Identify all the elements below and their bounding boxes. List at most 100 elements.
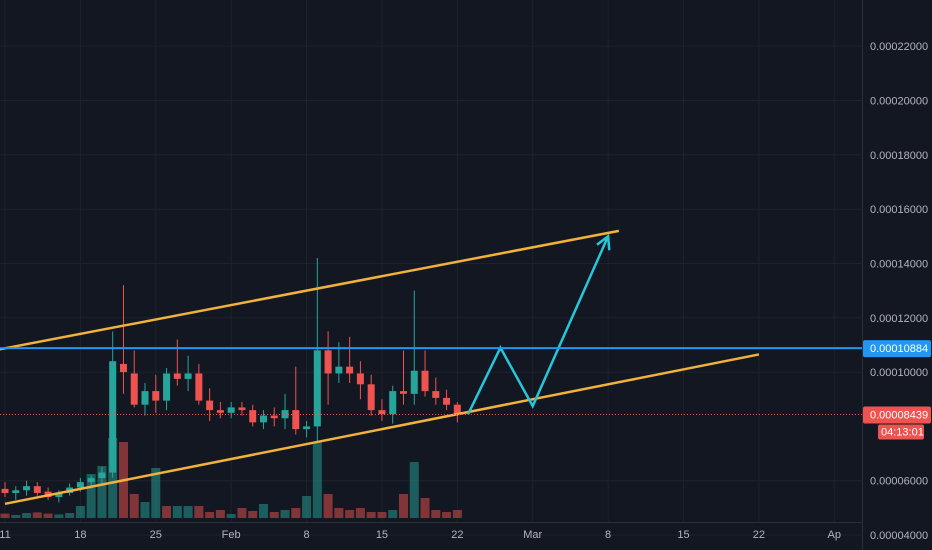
candle-body [259, 415, 267, 423]
volume-bar [323, 494, 333, 518]
volume-bar [75, 506, 85, 518]
volume-bar [129, 494, 139, 518]
time-tick-label: Feb [222, 529, 241, 541]
candle-body [432, 391, 440, 398]
volume-bar [151, 468, 161, 518]
price-tick-label: 0.00012000 [870, 313, 928, 325]
candle-body [410, 370, 418, 394]
candle-body [249, 410, 257, 423]
volume-bar [302, 496, 312, 518]
price-axis[interactable]: 0.00022000 0.00020000 0.00018000 0.00016000… [870, 41, 928, 542]
price-tick-label: 0.00016000 [870, 204, 928, 216]
candle-body [98, 472, 106, 479]
candle-body [163, 373, 171, 401]
candle-body [313, 350, 321, 427]
candle-body [443, 397, 451, 405]
volume-bar [388, 510, 398, 518]
volume-bar [0, 513, 10, 518]
volume-bar [97, 466, 107, 518]
volume-bar [194, 506, 204, 518]
volume-bar [248, 511, 258, 518]
volume-bar [291, 508, 301, 518]
volume-bar [312, 442, 322, 518]
volume-bar [420, 498, 430, 518]
volume-bar [345, 510, 355, 518]
candle-body [33, 486, 41, 493]
candle-body [195, 373, 203, 401]
candle-body [119, 363, 127, 373]
candle-body [356, 373, 364, 385]
volume-bar [258, 504, 268, 518]
time-axis[interactable]: 11 18 25 Feb 8 15 22 Mar 8 15 22 Ap [0, 529, 841, 541]
price-tick-label: 0.00006000 [870, 476, 928, 488]
candlestick-series [1, 258, 461, 503]
volume-bar [162, 506, 172, 518]
candle-body [346, 366, 354, 374]
candle-body [238, 407, 246, 411]
volume-bar [226, 514, 236, 518]
candle-body [292, 410, 300, 430]
candle-body [303, 426, 311, 430]
chart-grid [0, 0, 863, 550]
candle-body [335, 366, 343, 374]
volume-bar [172, 506, 182, 518]
volume-bar [183, 506, 193, 518]
time-tick-label: 8 [303, 529, 309, 541]
candle-body [421, 370, 429, 392]
candle-body [109, 361, 117, 473]
time-tick-label: 18 [74, 529, 86, 541]
volume-bar [237, 508, 247, 518]
reference-price-label: 0.00010884 [870, 343, 928, 355]
volume-bar [43, 513, 53, 518]
volume-bar [280, 510, 290, 518]
candle-body [1, 488, 9, 493]
volume-bar [334, 508, 344, 518]
last-price-box [863, 406, 931, 424]
candle-body [55, 492, 63, 498]
candle-body [130, 373, 138, 405]
volume-bar [215, 510, 225, 518]
volume-bar [140, 502, 150, 518]
upper-trendline [0, 229, 620, 351]
candle-body [367, 384, 375, 411]
price-tick-label: 0.00004000 [870, 530, 928, 542]
candle-body [184, 373, 192, 379]
time-tick-label: 15 [376, 529, 388, 541]
volume-bar [22, 513, 32, 518]
price-labels: 0.00010884 0.00008439 04:13:01 [863, 340, 931, 440]
candle-body [270, 415, 278, 419]
bar-countdown-label: 04:13:01 [881, 426, 924, 438]
reference-price-box [863, 340, 931, 358]
candle-body [206, 400, 214, 411]
candle-body [453, 404, 461, 415]
candle-body [23, 486, 31, 491]
time-tick-label: 8 [605, 529, 611, 541]
time-tick-label: 11 [0, 529, 11, 541]
time-tick-label: 22 [451, 529, 463, 541]
candle-body [152, 391, 160, 401]
countdown-box [878, 424, 924, 440]
lower-trendline [4, 353, 760, 506]
price-tick-label: 0.00018000 [870, 150, 928, 162]
candle-body [399, 391, 407, 394]
volume-bar [65, 513, 75, 518]
time-tick-label: 15 [677, 529, 689, 541]
price-tick-label: 0.00014000 [870, 258, 928, 270]
price-tick-label: 0.00020000 [870, 95, 928, 107]
candle-body [12, 490, 20, 493]
candle-body [216, 410, 224, 413]
candle-body [173, 373, 181, 379]
volume-bar [54, 514, 64, 518]
candle-body [378, 410, 386, 415]
volume-bar [269, 512, 279, 518]
price-tick-label: 0.00010000 [870, 367, 928, 379]
projection-arrowhead [596, 233, 611, 251]
time-tick-label: 22 [753, 529, 765, 541]
drawing-layer[interactable] [0, 229, 862, 506]
volume-bar [377, 512, 387, 518]
time-tick-label: Mar [523, 529, 542, 541]
volume-bar [205, 512, 215, 518]
volume-bar [366, 512, 376, 518]
time-tick-label: 25 [150, 529, 162, 541]
